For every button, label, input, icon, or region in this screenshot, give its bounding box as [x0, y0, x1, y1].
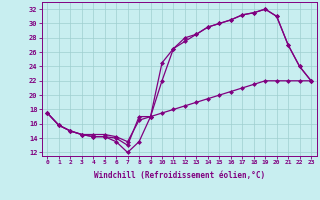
X-axis label: Windchill (Refroidissement éolien,°C): Windchill (Refroidissement éolien,°C) — [94, 171, 265, 180]
